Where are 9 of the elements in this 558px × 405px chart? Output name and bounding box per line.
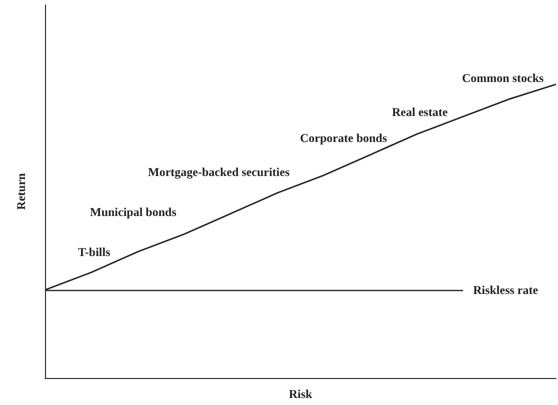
annotation: Municipal bonds — [90, 205, 177, 219]
annotation: Common stocks — [462, 71, 544, 85]
ref-line-label: Riskless rate — [473, 282, 539, 297]
annotation: Real estate — [392, 105, 448, 119]
annotation: T-bills — [78, 245, 111, 259]
annotation: Corporate bonds — [300, 131, 388, 145]
annotation: Mortgage-backed securities — [148, 165, 290, 179]
x-axis-title: Risk — [288, 387, 312, 401]
y-axis-title: Return — [14, 172, 28, 210]
